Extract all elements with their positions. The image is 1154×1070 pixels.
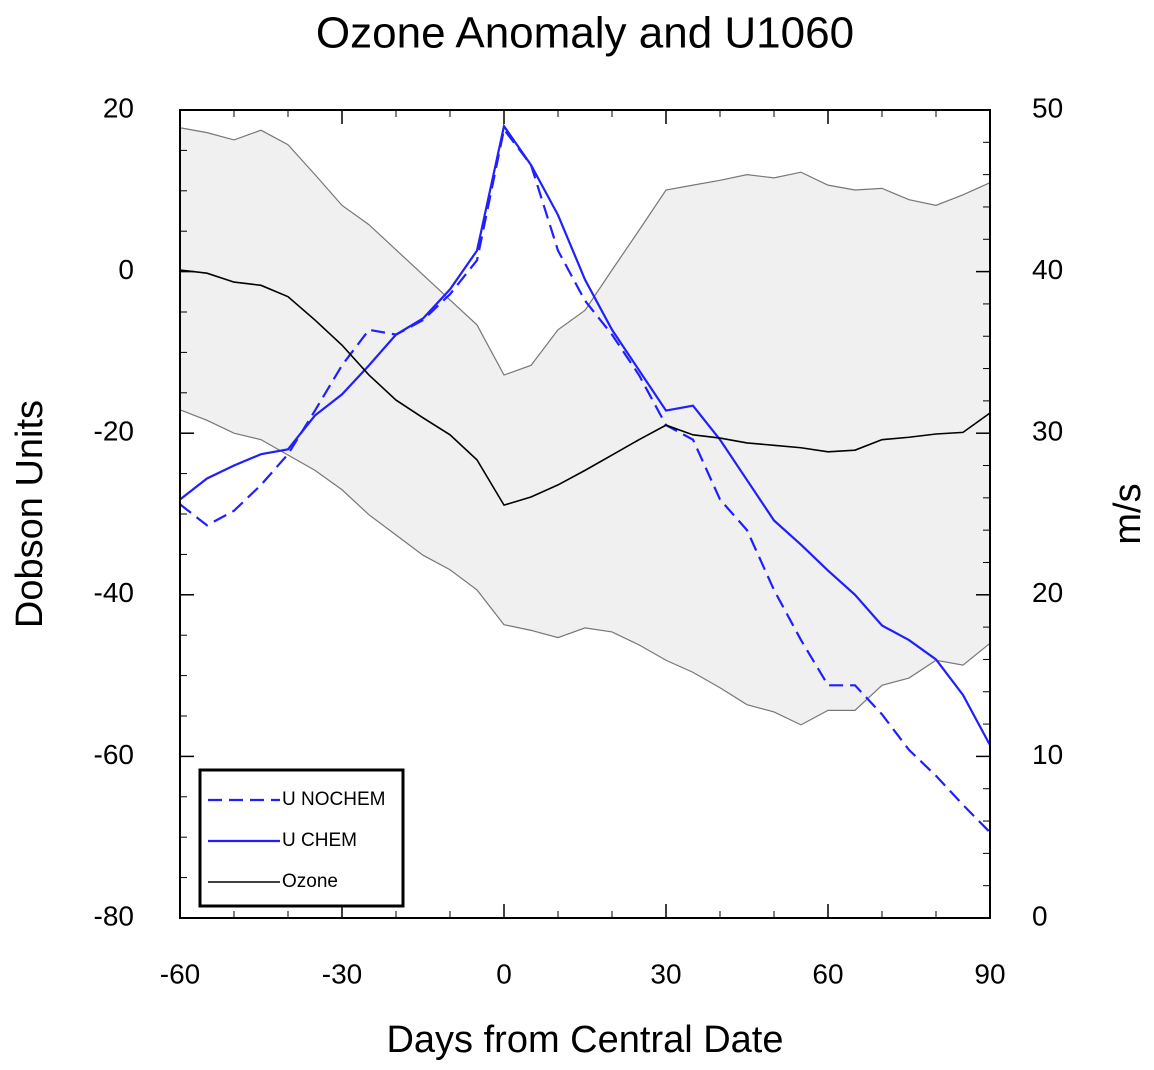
x-tick-label: 90 <box>974 958 1005 989</box>
legend-label: U NOCHEM <box>282 789 385 810</box>
y-tick-label: -60 <box>94 739 134 770</box>
y-tick-label: -80 <box>94 900 134 931</box>
spread-band <box>180 127 990 725</box>
x-tick-label: 30 <box>650 958 681 989</box>
y2-tick-label: 20 <box>1032 577 1063 608</box>
y-tick-label: 0 <box>118 254 134 285</box>
y2-tick-label: 30 <box>1032 416 1063 447</box>
x-tick-label: 60 <box>812 958 843 989</box>
legend-box <box>198 768 405 908</box>
y-axis-label: Dobson Units <box>9 400 51 628</box>
y2-tick-label: 40 <box>1032 254 1063 285</box>
x-axis-label: Days from Central Date <box>386 1019 783 1061</box>
y2-axis-label: m/s <box>1107 483 1149 544</box>
x-tick-label: 0 <box>496 958 512 989</box>
legend-label: U CHEM <box>282 830 357 851</box>
band-edge <box>179 127 991 376</box>
y-tick-label: 20 <box>103 92 134 123</box>
y2-tick-label: 0 <box>1032 900 1048 931</box>
x-tick-label: -60 <box>160 958 200 989</box>
data-line <box>179 269 991 507</box>
y2-tick-label: 10 <box>1032 739 1063 770</box>
legend-label: Ozone <box>282 871 338 892</box>
band-edge <box>179 409 991 726</box>
y-tick-label: -40 <box>94 577 134 608</box>
chart-title: Ozone Anomaly and U1060 <box>316 9 854 58</box>
y-tick-label: -20 <box>94 416 134 447</box>
data-line <box>179 123 991 746</box>
y2-tick-label: 50 <box>1032 92 1063 123</box>
x-tick-label: -30 <box>322 958 362 989</box>
data-line <box>179 126 991 834</box>
